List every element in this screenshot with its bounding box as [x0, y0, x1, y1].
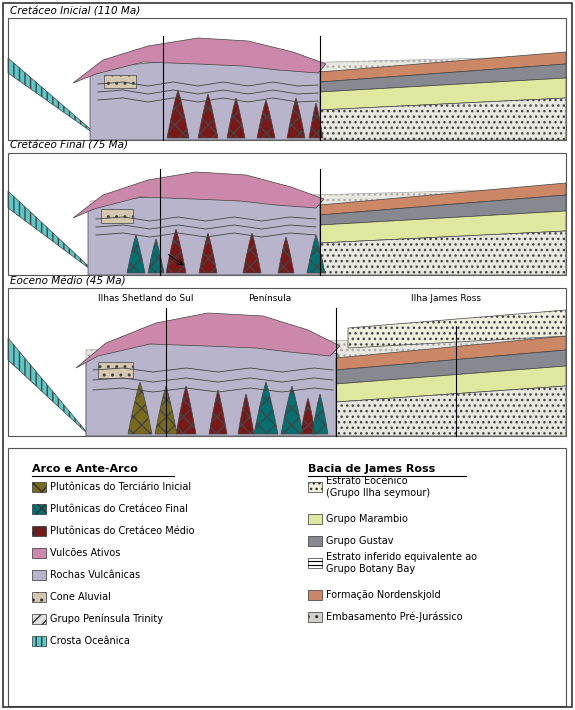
Bar	[8, 153, 566, 275]
Polygon shape	[287, 98, 305, 138]
Polygon shape	[98, 362, 133, 378]
Bar	[32, 614, 46, 624]
Text: Embasamento Pré-Jurássico: Embasamento Pré-Jurássico	[326, 612, 463, 622]
Polygon shape	[127, 235, 145, 273]
Bar	[308, 482, 322, 492]
Text: Estrato inferido equivalente ao
Grupo Botany Bay: Estrato inferido equivalente ao Grupo Bo…	[326, 552, 477, 574]
Polygon shape	[198, 94, 218, 138]
Text: Plutônicas do Terciário Inicial: Plutônicas do Terciário Inicial	[50, 482, 191, 492]
Polygon shape	[307, 235, 325, 273]
Polygon shape	[167, 90, 189, 138]
Polygon shape	[281, 386, 303, 434]
Polygon shape	[88, 194, 323, 275]
Bar	[8, 288, 566, 436]
Text: Formação Nordenskjold: Formação Nordenskjold	[326, 590, 440, 600]
Polygon shape	[254, 382, 278, 434]
Text: Ilha James Ross: Ilha James Ross	[411, 294, 481, 303]
Bar	[8, 18, 566, 140]
Text: Rochas Vulcânicas: Rochas Vulcânicas	[50, 570, 140, 580]
Polygon shape	[176, 386, 196, 434]
Polygon shape	[320, 231, 566, 275]
Text: Arco e Ante-Arco: Arco e Ante-Arco	[32, 464, 138, 474]
Polygon shape	[320, 98, 566, 140]
Polygon shape	[320, 211, 566, 243]
Polygon shape	[301, 398, 316, 434]
Polygon shape	[8, 338, 90, 436]
Polygon shape	[320, 183, 566, 215]
Bar	[8, 448, 566, 706]
Polygon shape	[166, 229, 186, 273]
Polygon shape	[278, 237, 294, 273]
Polygon shape	[257, 100, 275, 138]
Text: Cretáceo Final (75 Ma): Cretáceo Final (75 Ma)	[10, 141, 128, 151]
Bar	[308, 514, 322, 524]
Polygon shape	[209, 390, 227, 434]
Polygon shape	[227, 98, 245, 138]
Polygon shape	[128, 382, 152, 434]
Bar	[32, 592, 46, 602]
Bar	[32, 570, 46, 580]
Bar	[32, 636, 46, 646]
Polygon shape	[238, 394, 254, 434]
Polygon shape	[76, 313, 340, 368]
Polygon shape	[73, 172, 324, 218]
Polygon shape	[101, 209, 133, 223]
Text: Cone Aluvial: Cone Aluvial	[50, 592, 111, 602]
Polygon shape	[86, 340, 338, 436]
Polygon shape	[73, 38, 326, 83]
Polygon shape	[90, 60, 323, 140]
Polygon shape	[93, 56, 566, 140]
Text: Plutônicas do Cretáceo Final: Plutônicas do Cretáceo Final	[50, 504, 188, 514]
Bar	[308, 612, 322, 622]
Text: Cretáceo Inicial (110 Ma): Cretáceo Inicial (110 Ma)	[10, 6, 140, 16]
Text: Bacia de James Ross: Bacia de James Ross	[308, 464, 435, 474]
Polygon shape	[155, 386, 177, 434]
Polygon shape	[8, 58, 103, 140]
Polygon shape	[104, 75, 136, 88]
Polygon shape	[348, 310, 566, 348]
Bar	[32, 548, 46, 558]
Bar	[308, 590, 322, 600]
Polygon shape	[336, 386, 566, 436]
Polygon shape	[148, 239, 164, 273]
Text: Península: Península	[248, 294, 292, 303]
Polygon shape	[309, 103, 323, 138]
Text: Eoceno Médio (45 Ma): Eoceno Médio (45 Ma)	[10, 276, 125, 286]
Polygon shape	[199, 233, 217, 273]
Polygon shape	[336, 366, 566, 402]
Polygon shape	[320, 64, 566, 92]
Polygon shape	[8, 191, 98, 275]
Bar	[308, 536, 322, 546]
Text: Crosta Oceânica: Crosta Oceânica	[50, 636, 130, 646]
Polygon shape	[90, 188, 566, 275]
Text: Grupo Gustav: Grupo Gustav	[326, 536, 393, 546]
Polygon shape	[312, 394, 328, 434]
Text: Plutônicas do Cretáceo Médio: Plutônicas do Cretáceo Médio	[50, 526, 194, 536]
Polygon shape	[336, 336, 566, 370]
Bar	[32, 526, 46, 536]
Text: Ilhas Shetland do Sul: Ilhas Shetland do Sul	[98, 294, 194, 303]
Polygon shape	[336, 350, 566, 384]
Text: Grupo Marambio: Grupo Marambio	[326, 514, 408, 524]
Bar	[308, 558, 322, 568]
Bar	[32, 504, 46, 514]
Text: Estrato Eocênico
(Grupo Ilha seymour): Estrato Eocênico (Grupo Ilha seymour)	[326, 476, 430, 498]
Polygon shape	[320, 78, 566, 110]
Text: Grupo Península Trinity: Grupo Península Trinity	[50, 613, 163, 624]
Text: Vulcões Ativos: Vulcões Ativos	[50, 548, 120, 558]
Polygon shape	[320, 52, 566, 82]
Bar	[32, 482, 46, 492]
Polygon shape	[243, 233, 261, 273]
Polygon shape	[320, 195, 566, 225]
Polygon shape	[86, 332, 566, 436]
